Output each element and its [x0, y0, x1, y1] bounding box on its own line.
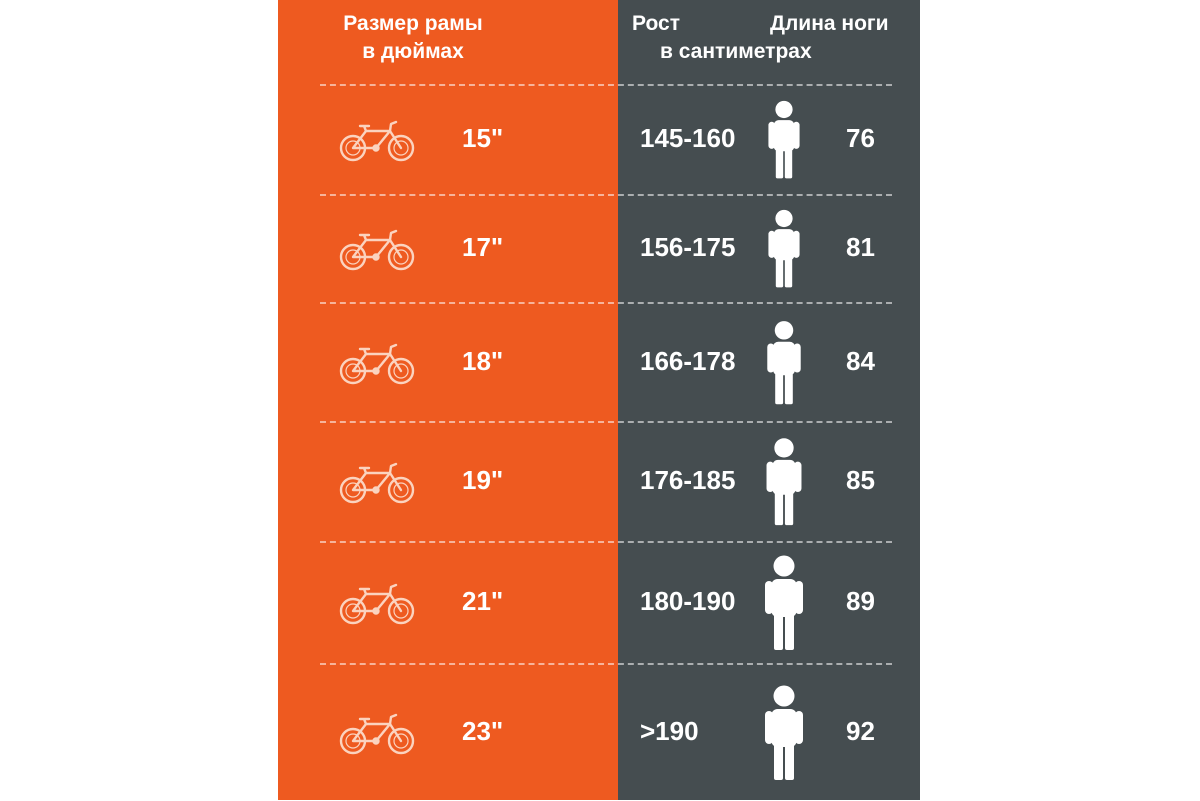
leg-length-header: Длина ноги	[770, 12, 889, 35]
frame-size-header-line2: в дюймах	[362, 40, 464, 63]
table-row: 17" 156-175 81	[278, 194, 920, 302]
height-range-value: 166-178	[640, 346, 736, 376]
unit-header: в сантиметрах	[660, 40, 812, 63]
frame-size-value: 19"	[462, 465, 504, 495]
height-range-value: 156-175	[640, 232, 736, 262]
frame-size-panel	[278, 0, 618, 800]
row-divider	[320, 421, 892, 423]
row-divider	[320, 541, 892, 543]
frame-size-value: 23"	[462, 716, 504, 746]
bicycle-icon	[338, 228, 418, 272]
height-range-value: >190	[640, 716, 699, 746]
table-row: 19" 176-185 85	[278, 421, 920, 541]
person-icon	[762, 676, 806, 793]
frame-size-value: 18"	[462, 346, 504, 376]
height-range-value: 145-160	[640, 123, 736, 153]
leg-length-value: 85	[846, 465, 875, 495]
row-divider	[320, 302, 892, 304]
height-range-value: 176-185	[640, 465, 736, 495]
row-divider	[320, 663, 892, 665]
height-range-value: 180-190	[640, 586, 736, 616]
bicycle-icon	[338, 582, 418, 626]
person-icon	[762, 318, 806, 411]
leg-length-value: 84	[846, 346, 875, 376]
table-row: 21" 180-190 89	[278, 541, 920, 663]
leg-length-value: 89	[846, 586, 875, 616]
person-icon	[762, 552, 806, 657]
leg-length-value: 81	[846, 232, 875, 262]
frame-size-header-line1: Размер рамы	[343, 12, 483, 35]
table-row: 23" >190 92	[278, 663, 920, 801]
row-divider	[320, 84, 892, 86]
frame-size-value: 15"	[462, 123, 504, 153]
frame-size-value: 17"	[462, 232, 504, 262]
bicycle-icon	[338, 342, 418, 386]
height-header: Рост	[632, 12, 680, 35]
row-divider	[320, 194, 892, 196]
table-row: 18" 166-178 84	[278, 302, 920, 421]
leg-length-value: 76	[846, 123, 875, 153]
bicycle-icon	[338, 119, 418, 163]
person-icon	[762, 98, 806, 185]
person-icon	[762, 207, 806, 294]
bicycle-icon	[338, 461, 418, 505]
person-icon	[762, 435, 806, 532]
frame-size-header: Размер рамы в дюймах	[278, 10, 548, 66]
bicycle-icon	[338, 712, 418, 756]
frame-size-value: 21"	[462, 586, 504, 616]
table-row: 15" 145-160 76	[278, 84, 920, 194]
leg-length-value: 92	[846, 716, 875, 746]
